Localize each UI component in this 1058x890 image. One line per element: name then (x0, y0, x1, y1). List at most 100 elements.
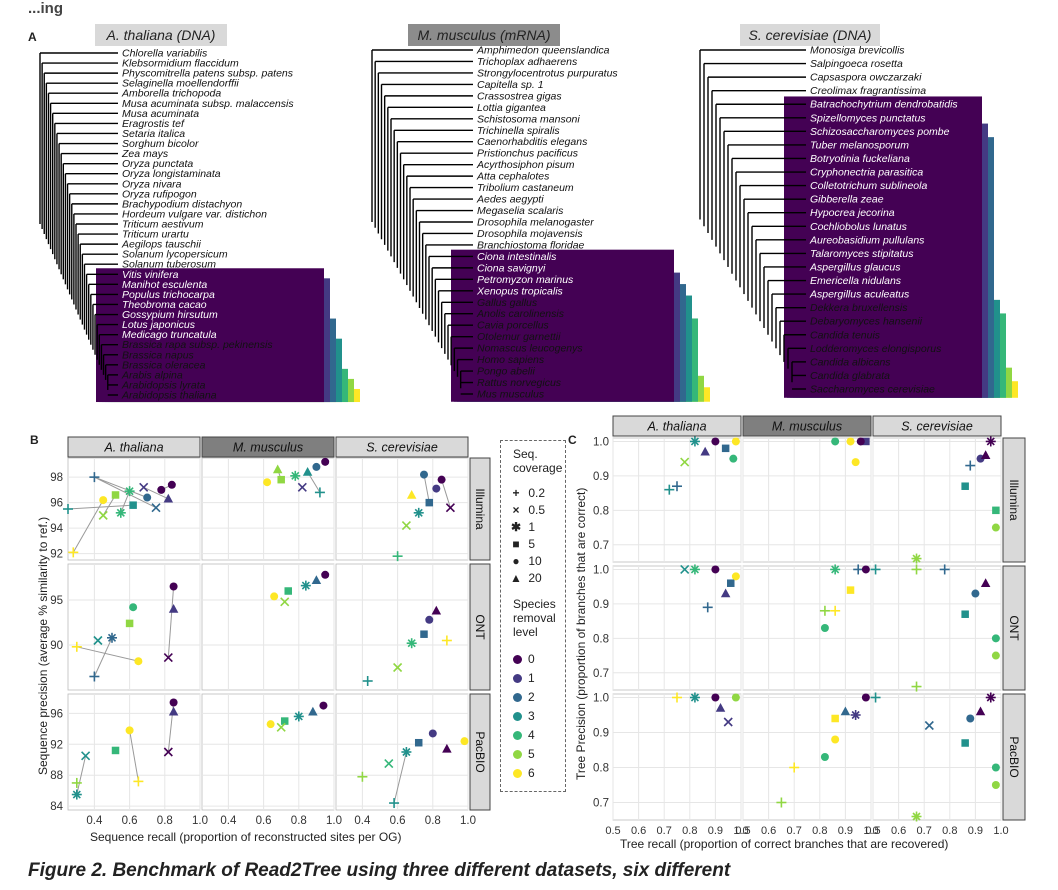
species-label: Arabis alpina (121, 369, 183, 381)
data-point (302, 467, 313, 476)
species-label: Sorghum bicolor (122, 138, 199, 150)
coverage-symbol-icon: × (512, 503, 520, 517)
facet-b-ONT-Mmusculus (201, 563, 335, 691)
species-label: Xenopus tropicalis (476, 285, 564, 297)
species-label: Cochliobolus lunatus (810, 221, 908, 233)
x-tick-label: 0.7 (787, 825, 802, 837)
facet-panel (612, 693, 742, 821)
data-point (961, 739, 969, 747)
facet-c-ONT-Mmusculus (742, 564, 872, 691)
x-tick-label: 1.0 (993, 825, 1008, 837)
data-point (445, 503, 455, 513)
data-point (420, 630, 428, 638)
data-point (401, 747, 412, 757)
coverage-symbol-icon: ● (512, 554, 520, 568)
data-point (129, 501, 137, 509)
facet-b-PacBIO-Athaliana: 84 88 92 96 0.4 0.6 0.8 1.0 (50, 693, 208, 827)
data-point (63, 504, 73, 514)
x-tick-label: 0.4 (354, 815, 371, 827)
species-label: Nomascus leucogenys (477, 343, 583, 355)
data-point (312, 462, 321, 471)
facet-strip-label: Illumina (473, 488, 487, 530)
data-point (321, 570, 330, 579)
x-tick-label: 0.7 (917, 825, 932, 837)
species-label: Amphimedon queenslandica (476, 45, 610, 57)
data-point (357, 771, 368, 782)
data-point (68, 547, 79, 558)
species-label: Cavia porcellus (477, 320, 550, 332)
data-point (290, 470, 301, 481)
species-label: Zea mays (121, 148, 169, 160)
species-label: Vitis vinifera (122, 269, 179, 281)
species-label: Amborella trichopoda (121, 88, 221, 100)
data-point (441, 635, 452, 646)
x-tick-label: 0.6 (122, 815, 138, 827)
data-point (820, 624, 829, 632)
x-tick-label: 1.0 (733, 825, 748, 837)
x-tick-label: 0.5 (865, 825, 880, 837)
data-point (980, 450, 991, 459)
data-point (168, 604, 179, 613)
link-line (143, 486, 169, 500)
species-label: Atta cephalotes (476, 171, 550, 183)
clade-box-level-0 (784, 96, 982, 398)
species-label: Lottia gigantea (477, 102, 546, 114)
data-point (961, 482, 969, 490)
data-point (975, 706, 986, 716)
species-label: Musa acuminata subsp. malaccensis (122, 98, 294, 110)
legend-coverage-item: × 0.5 (507, 502, 545, 518)
data-point (664, 484, 675, 495)
species-label: Drosophila mojavensis (477, 228, 583, 240)
data-point (413, 507, 424, 518)
coverage-symbol-icon: + (512, 486, 520, 500)
data-point (700, 446, 710, 456)
y-tick-label: 0.8 (593, 505, 609, 517)
x-tick-label: 1.0 (460, 815, 476, 827)
legend-removal-label: 1 (528, 671, 535, 685)
data-point (321, 457, 330, 466)
data-point (830, 605, 841, 616)
y-tick-label: 0.9 (593, 471, 609, 483)
species-label: Hordeum vulgare var. distichon (122, 208, 267, 220)
facet-panel (872, 565, 1002, 691)
facet-c-PacBIO-Mmusculus: 0.5 0.6 0.7 0.8 0.9 1.0 (735, 693, 879, 837)
data-point (776, 797, 787, 808)
data-point (924, 720, 934, 731)
level-color-icon (513, 731, 522, 740)
data-point (125, 726, 134, 735)
species-label: Caenorhabditis elegans (477, 136, 588, 148)
level-color-icon (513, 693, 522, 702)
data-point (93, 635, 103, 646)
species-label: Rattus norvegicus (477, 377, 562, 389)
legend-removal-label: 6 (528, 766, 535, 780)
data-point (820, 753, 829, 761)
data-point (300, 580, 311, 591)
facet-b-Illumina-Athaliana: 92 94 96 98 (50, 457, 201, 561)
x-tick-label: 0.9 (968, 825, 983, 837)
species-label: Lodderomyces elongisporus (810, 343, 942, 355)
data-point (276, 722, 286, 732)
data-point (831, 735, 840, 744)
species-label: Batrachochytrium dendrobatidis (810, 99, 958, 111)
x-tick-label: 0.4 (220, 815, 237, 827)
legend-coverage-label: 5 (525, 537, 536, 551)
facet-b-ONT-Athaliana: 90 95 (50, 563, 201, 691)
level-color-icon (513, 750, 522, 759)
data-point (280, 597, 290, 607)
link-line (93, 637, 113, 677)
facet-c-ONT-Scerevisiae (870, 564, 1002, 692)
facet-panel (67, 457, 201, 561)
species-label: Arabidopsis thaliana (121, 390, 217, 402)
facet-strip (469, 693, 491, 811)
x-tick-label: 0.5 (605, 825, 620, 837)
facet-strip-label: ONT (473, 614, 487, 640)
facet-strip-label: PacBIO (473, 731, 487, 772)
data-point (401, 521, 411, 531)
panel-b-ylabel: Sequence precision (average % similarity… (36, 516, 50, 775)
data-point (311, 575, 322, 584)
data-point (414, 738, 423, 747)
link-line (423, 474, 430, 503)
x-tick-label: 0.8 (942, 825, 957, 837)
